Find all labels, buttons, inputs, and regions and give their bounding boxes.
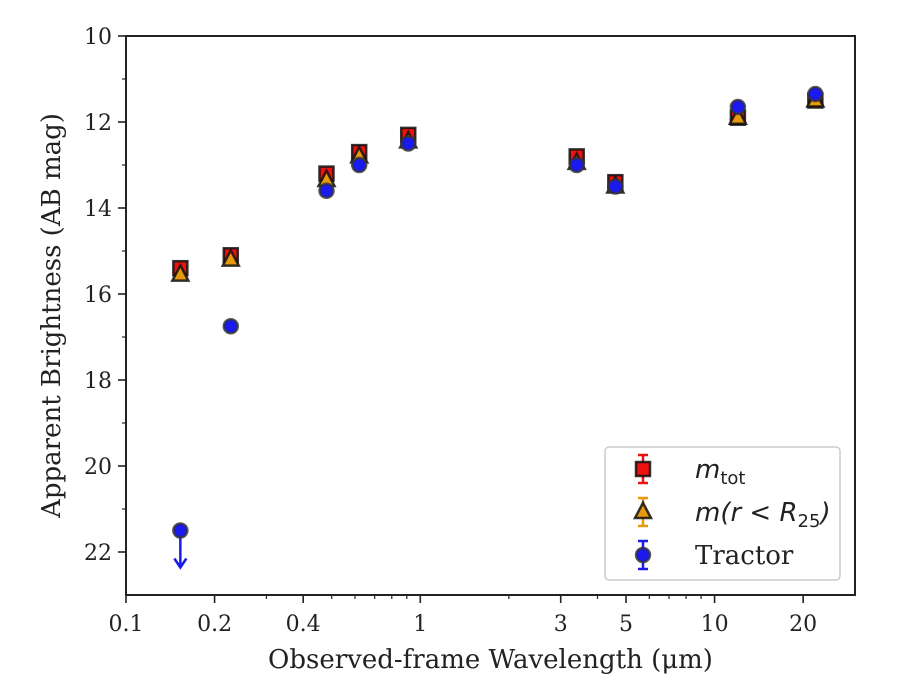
x-tick-label: 1 (413, 612, 427, 637)
y-tick-label: 14 (84, 197, 112, 222)
circle-marker (634, 546, 652, 564)
legend-entry: m(r < R25) (632, 496, 831, 532)
upper-limit-arrow (173, 557, 188, 570)
legend-box (604, 446, 841, 581)
y-tick-label: 12 (84, 111, 112, 136)
data-markers (170, 85, 826, 570)
x-tick-label: 5 (619, 612, 633, 637)
y-tick-label: 22 (84, 541, 112, 566)
legend: mtot m(r < R25) Tractor (604, 446, 841, 581)
legend-entry: Tractor (634, 539, 794, 571)
data-point (170, 262, 191, 282)
data-point (607, 178, 624, 195)
data-point (729, 98, 747, 116)
legend-label: Tractor (695, 541, 794, 571)
y-axis-label: Apparent Brightness (AB mag) (37, 113, 67, 519)
x-tick-label: 0.1 (109, 612, 144, 637)
x-axis: 0.1 0.2 0.4 1 3 5 10 20 (109, 595, 817, 637)
data-point (222, 318, 240, 335)
y-tick-label: 18 (84, 369, 112, 394)
series-square (172, 92, 824, 277)
plot-frame (125, 35, 856, 596)
legend-label: m(r < R25) (695, 498, 831, 532)
square-marker (634, 460, 652, 478)
y-tick-label: 20 (84, 455, 112, 480)
data-point (399, 135, 417, 152)
y-tick-label: 16 (84, 283, 112, 308)
x-axis-label: Observed-frame Wavelength (μm) (268, 645, 713, 675)
y-axis: 10 12 14 16 18 20 22 (84, 25, 126, 566)
legend-label: mtot (695, 455, 745, 489)
x-tick-label: 10 (701, 612, 729, 637)
plot-area (125, 35, 856, 596)
x-tick-label: 3 (554, 612, 568, 637)
data-point (350, 156, 368, 174)
data-point (318, 182, 335, 200)
data-point (172, 522, 189, 570)
data-point (807, 85, 824, 103)
x-tick-label: 0.2 (197, 612, 232, 637)
x-tick-label: 20 (789, 612, 817, 637)
triangle-marker (632, 500, 654, 520)
triangle-marker (727, 105, 748, 125)
series-triangle (170, 88, 826, 282)
data-point (568, 156, 585, 174)
y-tick-label: 10 (84, 25, 112, 50)
data-point (220, 247, 241, 267)
triangle-marker (170, 262, 191, 282)
series-circle (172, 85, 824, 570)
x-tick-label: 0.4 (286, 612, 321, 637)
triangle-marker (220, 247, 241, 267)
legend-entry: mtot (634, 453, 745, 489)
